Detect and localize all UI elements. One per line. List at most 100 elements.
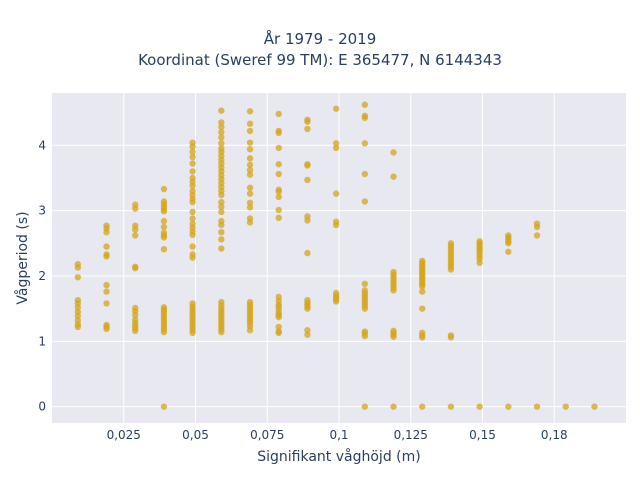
data-point xyxy=(246,171,254,178)
data-point xyxy=(218,221,225,229)
data-point xyxy=(189,182,196,189)
x-tick-label: 0,15 xyxy=(469,428,496,442)
data-point xyxy=(103,281,110,289)
data-point xyxy=(132,226,139,233)
data-point xyxy=(332,144,340,152)
data-point xyxy=(218,203,225,210)
data-point xyxy=(218,140,225,147)
data-point xyxy=(505,248,512,255)
data-point xyxy=(74,274,82,281)
data-point xyxy=(275,129,282,137)
data-point xyxy=(74,264,82,271)
data-point xyxy=(189,148,196,156)
data-point xyxy=(390,173,397,180)
data-point xyxy=(361,198,369,205)
data-point xyxy=(275,323,282,331)
chart-subtitle: Koordinat (Sweref 99 TM): E 365477, N 61… xyxy=(138,51,502,69)
data-point xyxy=(160,245,168,253)
data-point xyxy=(218,107,225,114)
data-point xyxy=(390,149,397,156)
data-point xyxy=(361,403,369,410)
y-tick-label: 3 xyxy=(38,204,46,218)
data-point xyxy=(533,232,541,239)
data-point xyxy=(361,114,369,122)
data-point xyxy=(332,190,340,197)
data-point xyxy=(218,134,225,141)
data-point xyxy=(74,312,82,320)
data-point xyxy=(132,232,139,239)
data-point xyxy=(189,231,196,239)
y-tick-label: 2 xyxy=(38,269,46,283)
data-point xyxy=(505,240,512,247)
data-point xyxy=(189,329,196,337)
data-point xyxy=(103,300,110,307)
data-point xyxy=(419,305,426,312)
data-point xyxy=(275,329,282,337)
data-point xyxy=(218,328,225,336)
grid-lines xyxy=(52,93,626,423)
x-tick-label: 0,05 xyxy=(182,428,209,442)
x-tick-label: 0,075 xyxy=(250,428,284,442)
data-point xyxy=(275,313,282,321)
data-point xyxy=(189,254,196,261)
data-point xyxy=(390,333,397,340)
data-point xyxy=(304,331,311,338)
data-point xyxy=(246,190,254,197)
data-point xyxy=(160,328,168,336)
data-point xyxy=(533,223,541,231)
data-point xyxy=(304,249,311,257)
data-point xyxy=(361,101,369,108)
data-point xyxy=(361,332,369,340)
y-tick-labels: 0 1 2 3 4 xyxy=(38,138,46,413)
data-points xyxy=(74,101,598,410)
data-point xyxy=(246,184,254,191)
data-point xyxy=(160,217,168,225)
data-point xyxy=(246,139,254,146)
data-point xyxy=(275,110,282,118)
data-point xyxy=(533,403,541,410)
data-point xyxy=(246,127,254,135)
data-point xyxy=(332,140,340,147)
data-point xyxy=(218,129,225,136)
data-point xyxy=(246,166,254,174)
data-point xyxy=(189,153,196,161)
data-point xyxy=(304,305,311,312)
data-point xyxy=(361,305,369,312)
data-point xyxy=(390,403,397,410)
data-point xyxy=(160,185,168,193)
data-point xyxy=(246,161,254,169)
data-point xyxy=(304,327,311,334)
data-point xyxy=(476,259,483,267)
data-point xyxy=(189,198,196,206)
data-point xyxy=(419,288,426,295)
data-point xyxy=(304,217,311,224)
data-point xyxy=(218,236,225,243)
data-point xyxy=(160,403,168,410)
data-point xyxy=(447,266,455,273)
data-point xyxy=(218,123,225,131)
y-tick-label: 1 xyxy=(38,334,46,348)
data-point xyxy=(361,140,369,147)
data-point xyxy=(447,334,455,341)
data-point xyxy=(189,168,196,175)
x-tick-labels: 0,025 0,05 0,075 0,1 0,125 0,15 0,18 xyxy=(107,428,568,442)
data-point xyxy=(189,143,196,150)
data-point xyxy=(332,221,340,229)
data-point xyxy=(246,155,254,162)
data-point xyxy=(103,325,110,333)
x-tick-label: 0,025 xyxy=(107,428,141,442)
x-axis-label: Signifikant våghöjd (m) xyxy=(257,448,420,465)
data-point xyxy=(218,119,225,126)
data-point xyxy=(390,287,397,294)
data-point xyxy=(246,145,254,153)
data-point xyxy=(246,120,254,127)
data-point xyxy=(132,311,139,319)
data-point xyxy=(103,253,110,260)
data-point xyxy=(447,403,455,410)
data-point xyxy=(562,403,569,410)
data-point xyxy=(332,298,340,305)
data-point xyxy=(160,223,168,231)
data-point xyxy=(476,403,483,410)
data-point xyxy=(275,214,282,222)
